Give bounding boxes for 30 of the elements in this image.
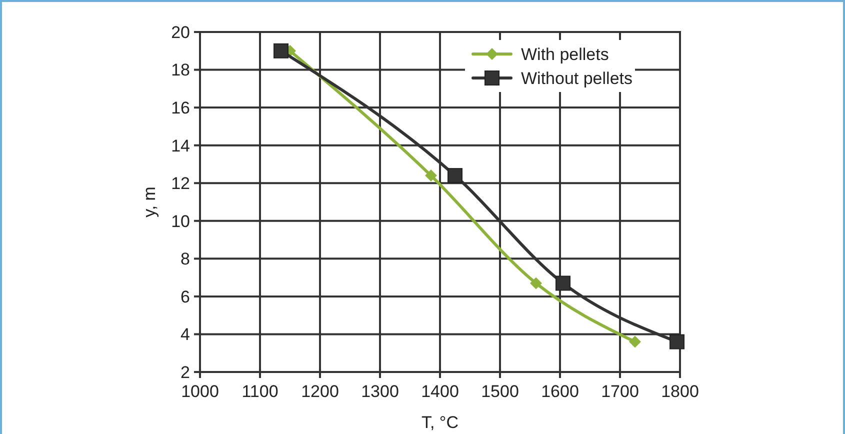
x-tick-label: 1400 [421, 382, 459, 401]
legend-label: With pellets [521, 44, 609, 64]
y-tick-label: 14 [171, 136, 190, 156]
x-tick-label: 1100 [242, 382, 278, 401]
legend-label: Without pellets [521, 68, 632, 88]
y-tick-label: 4 [180, 325, 190, 344]
point [425, 170, 437, 182]
x-tick-label: 1500 [481, 382, 519, 401]
y-tick-label: 20 [171, 22, 190, 42]
y-tick-label: 6 [180, 287, 190, 306]
point [274, 43, 288, 58]
x-tick-label: 1200 [301, 382, 339, 401]
x-tick-label: 1000 [181, 382, 219, 401]
y-axis-title: y, m [140, 186, 159, 218]
x-tick-label: 1300 [361, 382, 399, 401]
y-tick-label: 8 [180, 250, 190, 269]
point [448, 168, 462, 184]
point [530, 277, 542, 290]
point [670, 334, 684, 350]
y-tick-label: 18 [171, 60, 190, 80]
y-tick-label: 16 [171, 98, 190, 118]
y-tick-label: 12 [171, 174, 190, 194]
y-tick-label: 2 [180, 362, 190, 382]
point [556, 276, 570, 291]
x-axis-title: T, °C [421, 413, 459, 432]
x-tick-label: 1800 [661, 382, 699, 401]
x-tick-label: 1700 [601, 382, 639, 401]
y-tick-label: 10 [171, 212, 190, 231]
x-tick-label: 1600 [541, 382, 579, 401]
point [629, 336, 641, 348]
